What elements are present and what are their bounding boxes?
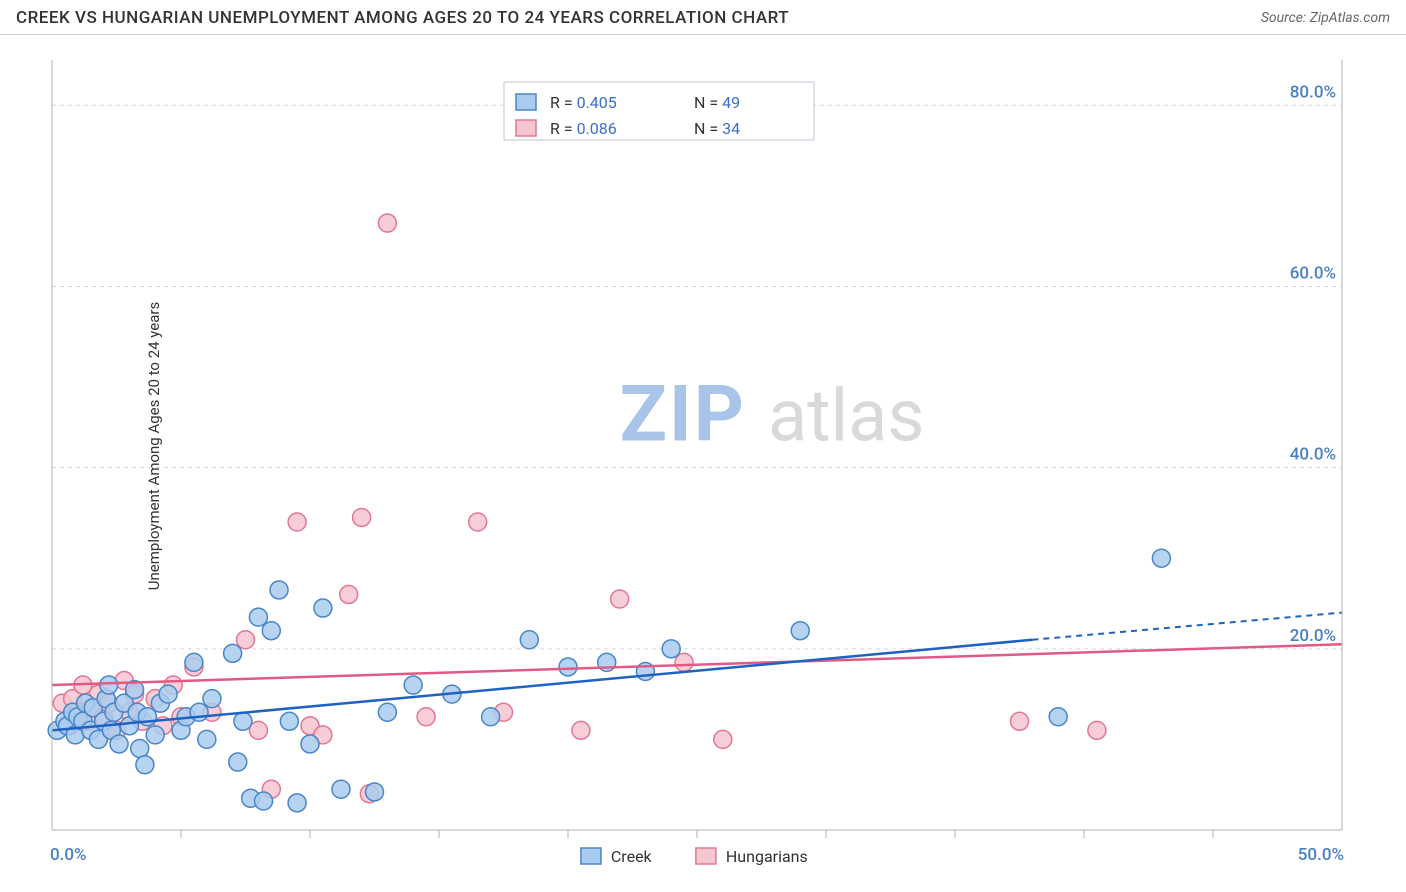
chart-header: CREEK VS HUNGARIAN UNEMPLOYMENT AMONG AG… [0,0,1406,35]
legend-row-n: N = 49 [694,93,740,112]
scatter-point [791,622,809,640]
scatter-point [611,590,629,608]
scatter-point [198,730,216,748]
x-tick-label: 50.0% [1298,845,1344,865]
chart-area: 20.0% 40.0% 60.0% 80.0% ZIP atlas 0.0% 50.0% R =… [0,40,1406,892]
y-tick-label: 60.0% [1290,263,1336,283]
scatter-point [185,653,203,671]
scatter-point [234,712,252,730]
scatter-point [288,513,306,531]
scatter-point [203,690,221,708]
scatter-point [280,712,298,730]
scatter-point [417,708,435,726]
scatter-point [100,676,118,694]
correlation-legend: R = 0.405 N = 49 R = 0.086 N = 34 [504,82,814,140]
trend-line-hungarians [52,644,1342,685]
scatter-point [572,721,590,739]
scatter-point [1049,708,1067,726]
scatter-point [1011,712,1029,730]
legend-row: R = 0.405 [550,93,617,112]
scatter-point [482,708,500,726]
scatter-point [301,735,319,753]
legend-label: Hungarians [726,847,808,866]
scatter-point [110,735,128,753]
legend-swatch [581,848,601,864]
legend-swatch [696,848,716,864]
scatter-point [404,676,422,694]
scatter-point [288,794,306,812]
trend-line-creek [52,640,1032,731]
legend-row: R = 0.086 [550,119,617,138]
svg-text:ZIP: ZIP [620,369,746,460]
scatter-point [714,730,732,748]
scatter-point [314,599,332,617]
scatter-point [378,703,396,721]
legend-label: Creek [611,847,653,866]
scatter-point [255,792,273,810]
scatter-point [136,756,154,774]
x-tick-label: 0.0% [50,845,87,865]
scatter-point [366,783,384,801]
scatter-point [262,622,280,640]
scatter-point [224,644,242,662]
scatter-point [559,658,577,676]
scatter-point [353,508,371,526]
legend-swatch [516,94,536,110]
scatter-point [340,585,358,603]
legend-swatch [516,120,536,136]
scatter-point [131,739,149,757]
svg-text:atlas: atlas [768,373,925,458]
scatter-point [675,653,693,671]
chart-title: CREEK VS HUNGARIAN UNEMPLOYMENT AMONG AG… [16,8,789,28]
scatter-point [146,726,164,744]
scatter-point [249,608,267,626]
scatter-point [159,685,177,703]
scatter-point [270,581,288,599]
scatter-point [1152,549,1170,567]
scatter-point [469,513,487,531]
scatter-point [1088,721,1106,739]
watermark: ZIP atlas [620,369,925,460]
scatter-point [332,780,350,798]
scatter-point [378,214,396,232]
legend-row-n: N = 34 [694,119,740,138]
scatter-point [520,631,538,649]
scatter-point [229,753,247,771]
scatter-point [237,631,255,649]
series-legend: Creek Hungarians [581,847,808,866]
chart-source: Source: ZipAtlas.com [1261,10,1390,26]
y-tick-label: 20.0% [1290,626,1336,646]
y-tick-label: 80.0% [1290,82,1336,102]
y-tick-label: 40.0% [1290,445,1336,465]
scatter-point [662,640,680,658]
